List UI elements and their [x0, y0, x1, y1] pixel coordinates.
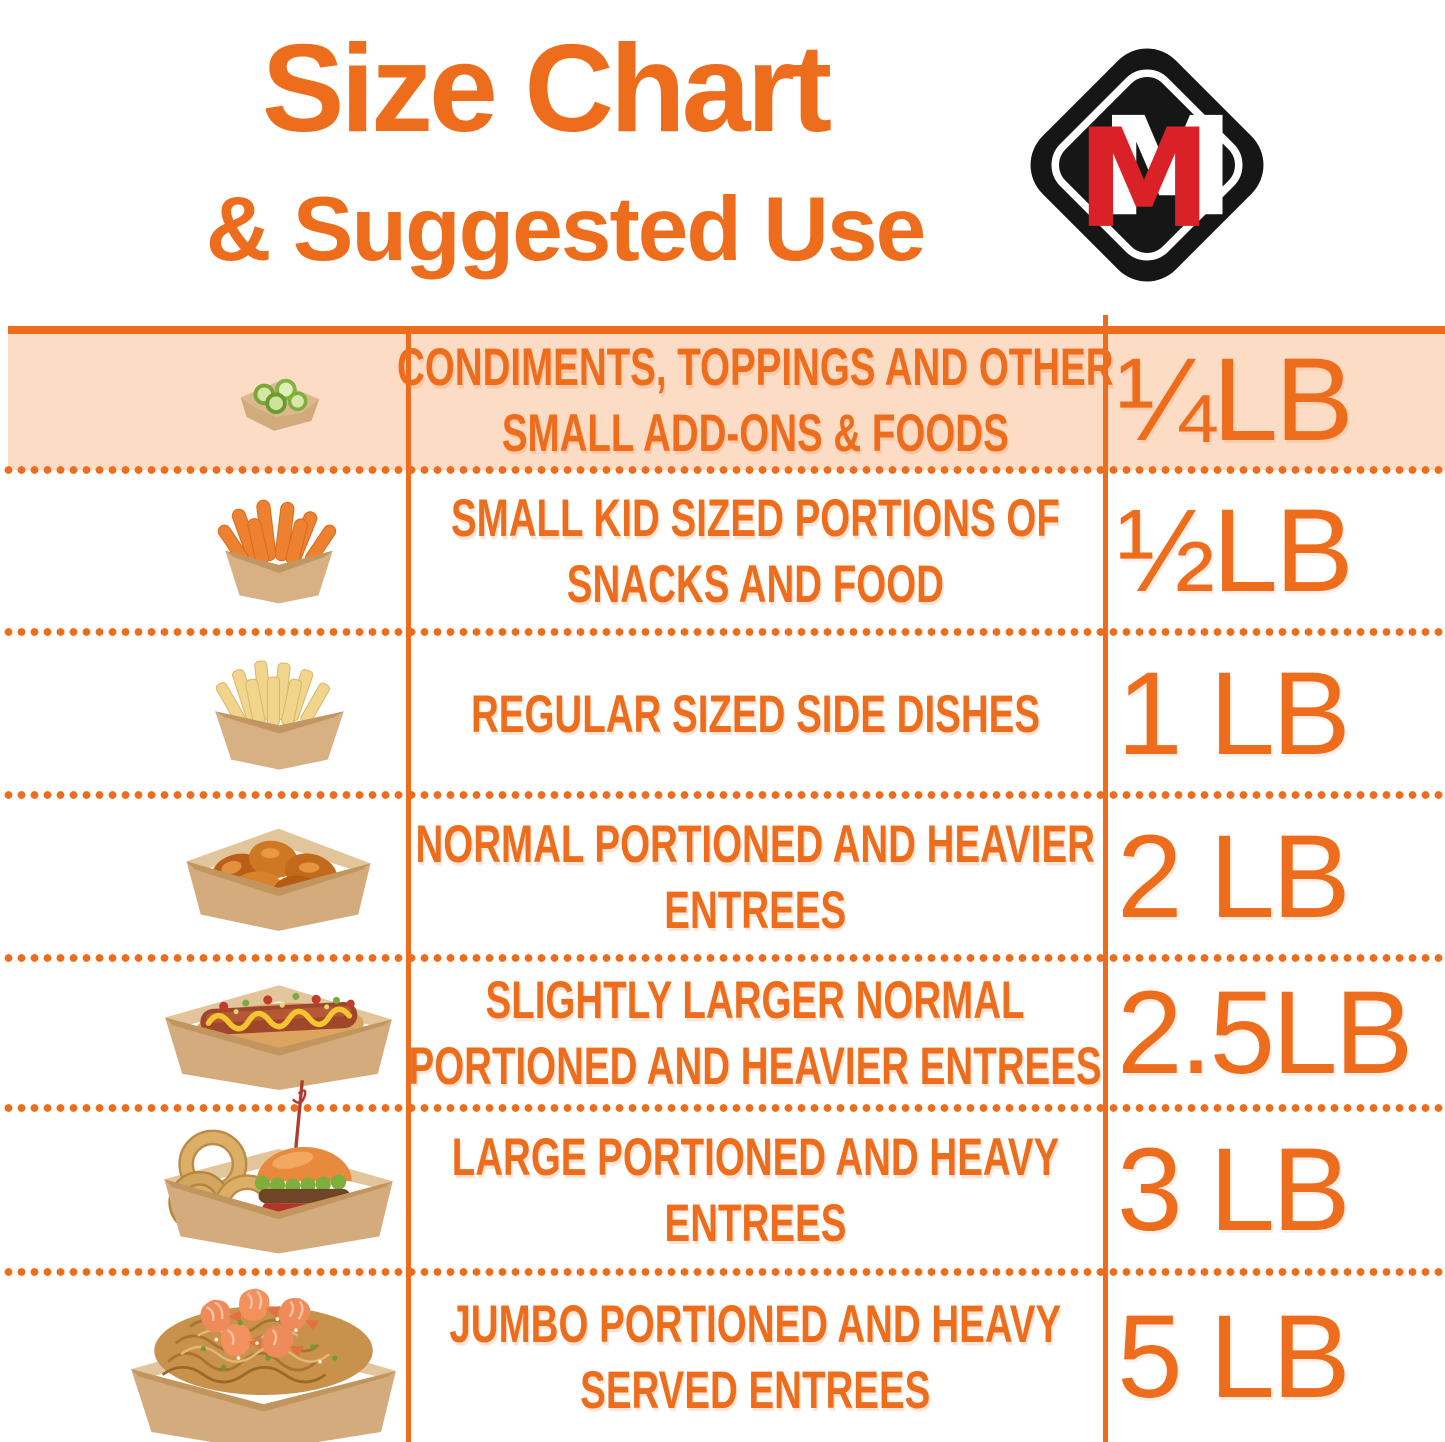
suggested-use-cell: CONDIMENTS, TOPPINGS AND OTHER SMALL ADD… — [397, 330, 1114, 470]
crinkle-fries-tray-image — [214, 660, 344, 770]
size-cell: ¼LB — [1103, 330, 1445, 470]
table-row: NORMAL PORTIONED AND HEAVIER ENTREES 2 L… — [0, 795, 1445, 962]
size-label: 2 LB — [1117, 810, 1351, 943]
product-photo-cell — [0, 632, 407, 795]
table-row: CONDIMENTS, TOPPINGS AND OTHER SMALL ADD… — [0, 330, 1445, 474]
size-label: 1 LB — [1117, 647, 1351, 780]
product-photo-cell — [0, 958, 407, 1108]
size-cell: 3 LB — [1103, 1108, 1445, 1272]
suggested-use-text: SMALL KID SIZED PORTIONS OF SNACKS AND F… — [450, 488, 1060, 614]
table-row: SMALL KID SIZED PORTIONS OF SNACKS AND F… — [0, 470, 1445, 636]
suggested-use-cell: JUMBO PORTIONED AND HEAVY SERVED ENTREES — [407, 1272, 1103, 1442]
burger-onion-rings-tray-image — [164, 1080, 393, 1254]
column-divider-2 — [1103, 315, 1108, 1442]
product-photo-cell — [0, 1080, 407, 1272]
product-photo-cell — [0, 330, 407, 470]
size-cell: 1 LB — [1103, 632, 1445, 795]
size-table: CONDIMENTS, TOPPINGS AND OTHER SMALL ADD… — [0, 330, 1445, 1442]
baby-carrots-tray-image — [217, 499, 336, 604]
suggested-use-text: REGULAR SIZED SIDE DISHES — [470, 683, 1040, 744]
size-cell: 2.5LB — [1103, 958, 1445, 1108]
suggested-use-text: JUMBO PORTIONED AND HEAVY SERVED ENTREES — [449, 1294, 1061, 1420]
table-row: JUMBO PORTIONED AND HEAVY SERVED ENTREES… — [0, 1272, 1445, 1442]
column-divider-1 — [406, 330, 411, 1442]
noodles-shrimp-tray-image — [131, 1289, 396, 1442]
product-photo-cell — [0, 470, 407, 632]
size-label: 5 LB — [1117, 1291, 1351, 1423]
size-label: ¼LB — [1117, 334, 1354, 466]
suggested-use-cell: SMALL KID SIZED PORTIONS OF SNACKS AND F… — [407, 470, 1103, 632]
product-photo-cell — [0, 795, 407, 958]
monogram-letter-front: M — [1076, 100, 1212, 259]
table-row: LARGE PORTIONED AND HEAVY ENTREES 3 LB — [0, 1080, 1445, 1276]
table-top-border — [8, 326, 1445, 334]
suggested-use-text: SLIGHTLY LARGER NORMAL PORTIONED AND HEA… — [408, 970, 1102, 1096]
diamond-monogram-icon: M M — [1030, 48, 1264, 282]
cucumber-slices-tray-image — [240, 378, 319, 431]
size-label: 2.5LB — [1117, 967, 1413, 1099]
suggested-use-cell: NORMAL PORTIONED AND HEAVIER ENTREES — [407, 795, 1103, 958]
suggested-use-cell: LARGE PORTIONED AND HEAVY ENTREES — [407, 1108, 1103, 1272]
loaded-hot-dog-tray-image — [165, 985, 392, 1091]
monogram-letter-back: M — [1099, 88, 1235, 247]
suggested-use-text: NORMAL PORTIONED AND HEAVIER ENTREES — [415, 813, 1095, 940]
size-cell: 5 LB — [1103, 1272, 1445, 1442]
suggested-use-cell: SLIGHTLY LARGER NORMAL PORTIONED AND HEA… — [407, 958, 1103, 1108]
product-photo-cell — [0, 1272, 407, 1442]
chicken-wings-tray-image — [186, 828, 371, 931]
brand-logo: M M — [1002, 20, 1292, 310]
table-row: SLIGHTLY LARGER NORMAL PORTIONED AND HEA… — [0, 958, 1445, 1112]
size-cell: 2 LB — [1103, 795, 1445, 958]
size-label: 3 LB — [1117, 1124, 1351, 1256]
suggested-use-text: LARGE PORTIONED AND HEAVY ENTREES — [451, 1127, 1059, 1253]
suggested-use-text: CONDIMENTS, TOPPINGS AND OTHER SMALL ADD… — [396, 337, 1114, 463]
page-subtitle: & Suggested Use — [205, 179, 926, 280]
size-label: ½LB — [1117, 485, 1354, 617]
table-row: REGULAR SIZED SIDE DISHES 1 LB — [0, 632, 1445, 799]
page-title: Size Chart — [261, 20, 832, 158]
size-cell: ½LB — [1103, 470, 1445, 632]
suggested-use-cell: REGULAR SIZED SIDE DISHES — [407, 632, 1103, 795]
